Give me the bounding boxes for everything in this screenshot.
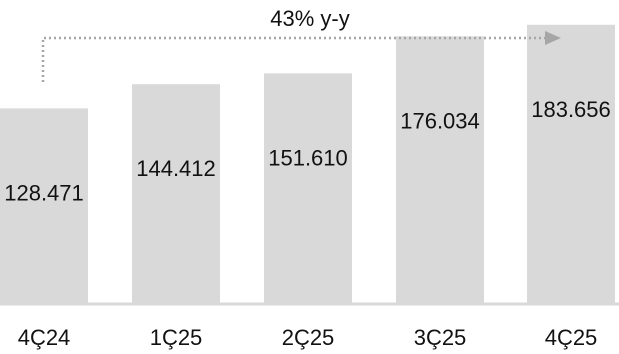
bar-2Ç25	[264, 73, 352, 303]
bar-1Ç25	[132, 84, 220, 303]
x-tick-label: 3Ç25	[414, 325, 467, 350]
growth-annotation: 43% y-y	[270, 6, 349, 31]
x-tick-label: 1Ç25	[150, 325, 203, 350]
bar-value-label: 128.471	[4, 180, 84, 205]
bar-value-label: 176.034	[400, 108, 480, 133]
value-labels-group: 128.471 144.412 151.610 176.034 183.656	[4, 97, 611, 206]
x-tick-label: 4Ç25	[545, 325, 598, 350]
x-tick-label: 2Ç25	[282, 325, 335, 350]
bar-4Ç25	[527, 24, 615, 303]
bar-value-label: 151.610	[268, 145, 348, 170]
bar-4Ç24	[0, 108, 88, 304]
bar-3Ç25	[396, 36, 484, 303]
x-tick-label: 4Ç24	[18, 325, 71, 350]
bars-group	[0, 24, 615, 304]
x-tick-labels-group: 4Ç24 1Ç25 2Ç25 3Ç25 4Ç25	[18, 325, 598, 350]
growth-arrow-head	[545, 31, 561, 45]
bar-value-label: 183.656	[531, 97, 611, 122]
bar-value-label: 144.412	[136, 156, 216, 181]
